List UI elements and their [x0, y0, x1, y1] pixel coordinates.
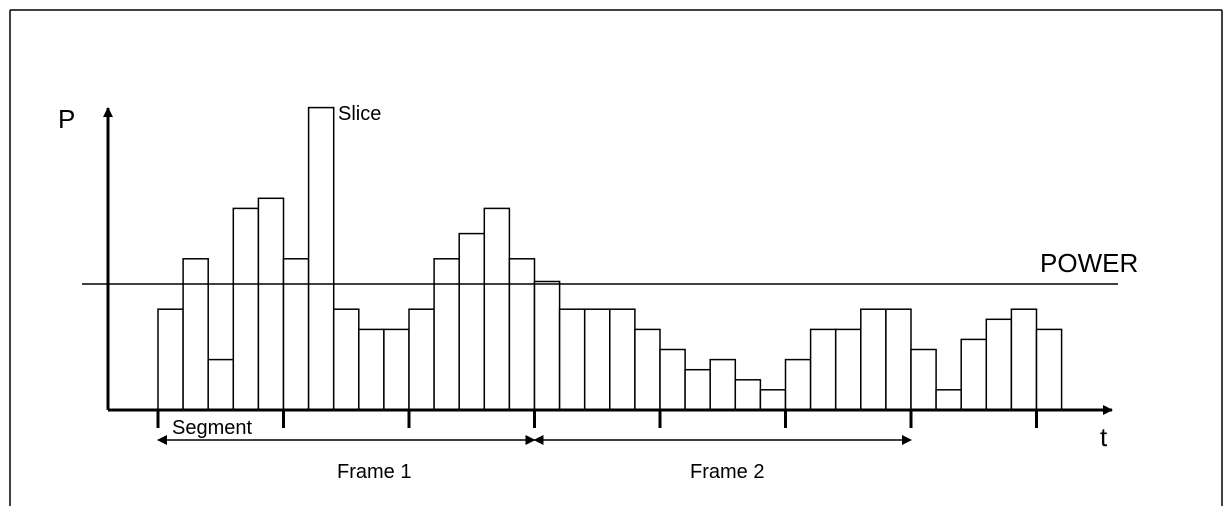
slice-bar: [408, 308, 435, 411]
slice-bar: [910, 348, 937, 411]
slice-bar: [684, 368, 711, 411]
slice-bar: [935, 389, 962, 411]
slice-bar: [433, 258, 460, 411]
slice-bar: [634, 328, 661, 411]
slice-bar: [257, 197, 285, 411]
slice-bar: [182, 258, 209, 411]
slice-bar: [383, 328, 410, 411]
slice-bar: [157, 308, 184, 411]
slice-bars: [157, 106, 1063, 411]
slice-bar: [533, 280, 561, 411]
x-axis-ticks: [156, 410, 1038, 428]
x-axis-label: t: [1100, 422, 1108, 452]
frame2-label: Frame 2: [690, 461, 764, 483]
slice-bar: [809, 328, 837, 411]
slice-bar: [508, 258, 536, 411]
slice-bar: [960, 338, 988, 411]
slice-bar: [885, 308, 912, 411]
slice-bar: [458, 232, 486, 411]
frame1-label: Frame 1: [337, 461, 411, 483]
y-axis-label: P: [58, 104, 75, 134]
slice-bar: [1035, 328, 1063, 411]
slice-bar: [558, 308, 586, 411]
slice-bar: [834, 328, 862, 411]
slice-bar: [759, 389, 787, 411]
slice-bar: [332, 308, 360, 411]
slice-bar: [358, 328, 385, 411]
slice-bar: [860, 308, 887, 411]
slice-bar: [207, 358, 235, 411]
slice-bar: [583, 308, 611, 411]
slice-bar: [659, 348, 686, 411]
span-arrows: [157, 107, 912, 445]
slice-bar: [307, 106, 335, 411]
slice-bar: [609, 308, 636, 411]
slice-bar: [1010, 308, 1038, 411]
segment-label: Segment: [172, 417, 252, 439]
slice-bar: [232, 207, 260, 411]
slice-bar: [784, 358, 812, 411]
slice-bar: [734, 379, 762, 411]
slice-bar: [985, 318, 1013, 411]
slice-bar: [709, 358, 737, 411]
slice-bar: [282, 258, 310, 411]
slice-bar: [483, 207, 511, 411]
slice-label: Slice: [338, 103, 381, 125]
power-label: POWER: [1040, 248, 1138, 278]
